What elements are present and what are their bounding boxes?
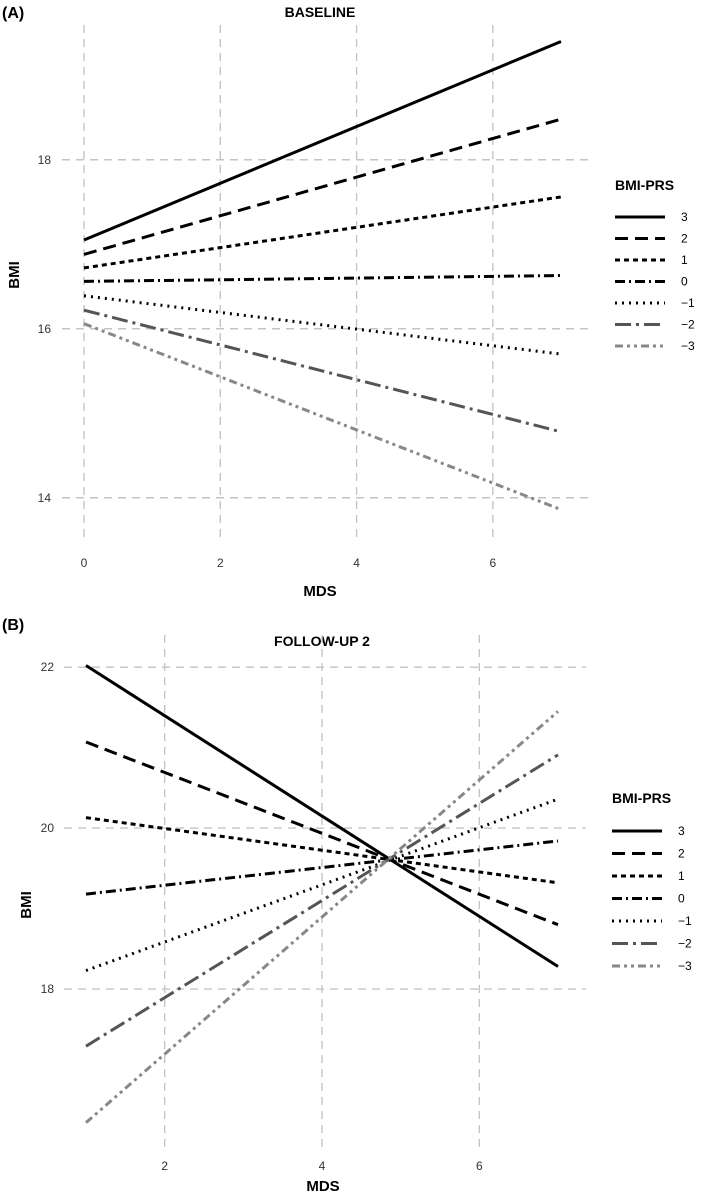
panel-a-legend: BMI-PRS 3 2 1 0 −1 −2 −3 bbox=[615, 177, 695, 353]
legend-label: −2 bbox=[681, 318, 695, 332]
y-tick-label: 16 bbox=[38, 322, 52, 336]
series-line bbox=[83, 294, 562, 356]
panel-b-x-tick-labels: 2 4 6 bbox=[161, 1159, 483, 1173]
panel-b-legend: BMI-PRS 3 2 1 0 −1 −2 −3 bbox=[612, 790, 692, 973]
x-tick-label: 6 bbox=[490, 556, 497, 570]
panel-b-series-lines bbox=[85, 664, 559, 1124]
legend-label: 3 bbox=[681, 210, 688, 224]
panel-a-legend-title: BMI-PRS bbox=[615, 177, 674, 193]
y-tick-label: 20 bbox=[41, 821, 55, 835]
y-tick-label: 18 bbox=[38, 153, 52, 167]
y-tick-label: 14 bbox=[38, 491, 52, 505]
legend-label: 3 bbox=[678, 824, 685, 838]
series-line bbox=[85, 753, 559, 1048]
series-line bbox=[85, 839, 559, 896]
legend-label: 1 bbox=[681, 253, 688, 267]
legend-label: 0 bbox=[678, 892, 685, 906]
panel-a-series-lines bbox=[83, 40, 562, 511]
legend-label: 2 bbox=[681, 232, 688, 246]
series-line bbox=[83, 322, 562, 511]
x-tick-label: 2 bbox=[161, 1159, 168, 1173]
panel-b-legend-title: BMI-PRS bbox=[612, 790, 671, 806]
panel-a-gridlines bbox=[62, 25, 589, 542]
panel-b-label: (B) bbox=[2, 617, 24, 634]
series-line bbox=[85, 816, 559, 885]
legend-label: −1 bbox=[678, 914, 692, 928]
legend-label: −3 bbox=[678, 959, 692, 973]
series-line bbox=[83, 40, 562, 242]
y-tick-label: 22 bbox=[41, 660, 55, 674]
panel-a-label: (A) bbox=[2, 5, 24, 22]
series-line bbox=[83, 308, 562, 434]
series-line bbox=[85, 740, 559, 927]
legend-label: −2 bbox=[678, 937, 692, 951]
x-tick-label: 0 bbox=[81, 556, 88, 570]
x-tick-label: 4 bbox=[319, 1159, 326, 1173]
panel-b-x-axis-label: MDS bbox=[306, 1178, 339, 1195]
series-line bbox=[83, 117, 562, 256]
x-tick-label: 2 bbox=[217, 556, 224, 570]
panel-a-x-axis-label: MDS bbox=[303, 583, 336, 600]
x-tick-label: 4 bbox=[353, 556, 360, 570]
panel-a-y-axis-label: BMI bbox=[6, 261, 23, 289]
series-line bbox=[85, 710, 559, 1124]
legend-label: −3 bbox=[681, 339, 695, 353]
series-line bbox=[85, 664, 559, 968]
legend-label: 1 bbox=[678, 869, 685, 883]
panel-a-title: BASELINE bbox=[285, 4, 356, 20]
panel-a: (A) BASELINE 0 2 4 6 14 16 18 MDS BMI BMI-PRS… bbox=[2, 4, 695, 600]
legend-label: 2 bbox=[678, 847, 685, 861]
x-tick-label: 6 bbox=[476, 1159, 483, 1173]
panel-a-x-tick-labels: 0 2 4 6 bbox=[81, 556, 497, 570]
panel-a-y-tick-labels: 14 16 18 bbox=[38, 153, 52, 505]
legend-label: −1 bbox=[681, 296, 695, 310]
panel-b-y-axis-label: BMI bbox=[18, 891, 35, 919]
legend-label: 0 bbox=[681, 275, 688, 289]
panel-b-y-tick-labels: 18 20 22 bbox=[41, 660, 55, 996]
y-tick-label: 18 bbox=[41, 982, 55, 996]
